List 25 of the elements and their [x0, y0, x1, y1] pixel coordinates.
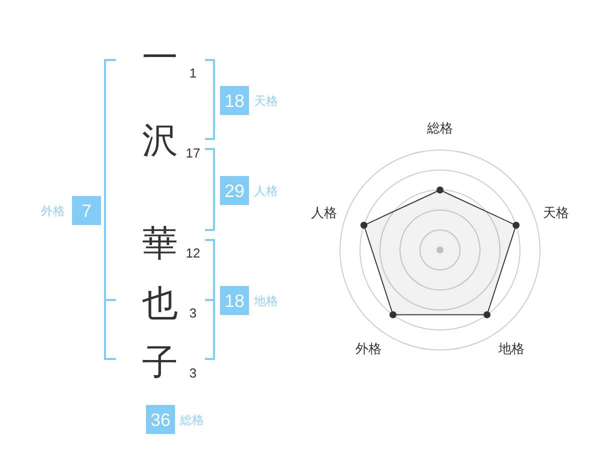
- text: 29: [224, 181, 245, 201]
- text: 人格: [254, 184, 278, 198]
- text: 外格: [41, 204, 65, 218]
- data-label: 3: [189, 366, 197, 380]
- spoke-label: 天格: [543, 204, 570, 220]
- spoke-label: 人格: [310, 204, 337, 220]
- text: 天格: [254, 94, 278, 108]
- data-label: 12: [186, 246, 200, 260]
- text: 18: [224, 291, 245, 311]
- category-label: 沢: [142, 120, 178, 160]
- category-label: 子: [142, 342, 178, 382]
- text: 地格: [253, 294, 278, 308]
- text: 18: [224, 91, 245, 111]
- category-label: 一: [142, 36, 178, 78]
- spoke-label: 外格: [355, 341, 382, 356]
- data-label: 1: [189, 66, 197, 80]
- spoke-label: 総格: [426, 120, 453, 136]
- category-label: 也: [142, 282, 178, 324]
- spoke-label: 地格: [498, 341, 525, 356]
- text: 36: [150, 410, 171, 430]
- category-label: 華: [142, 222, 178, 264]
- text: 総格: [179, 413, 204, 427]
- data-label: 17: [186, 146, 200, 160]
- data-label: 3: [189, 306, 197, 320]
- text: 7: [81, 201, 92, 221]
